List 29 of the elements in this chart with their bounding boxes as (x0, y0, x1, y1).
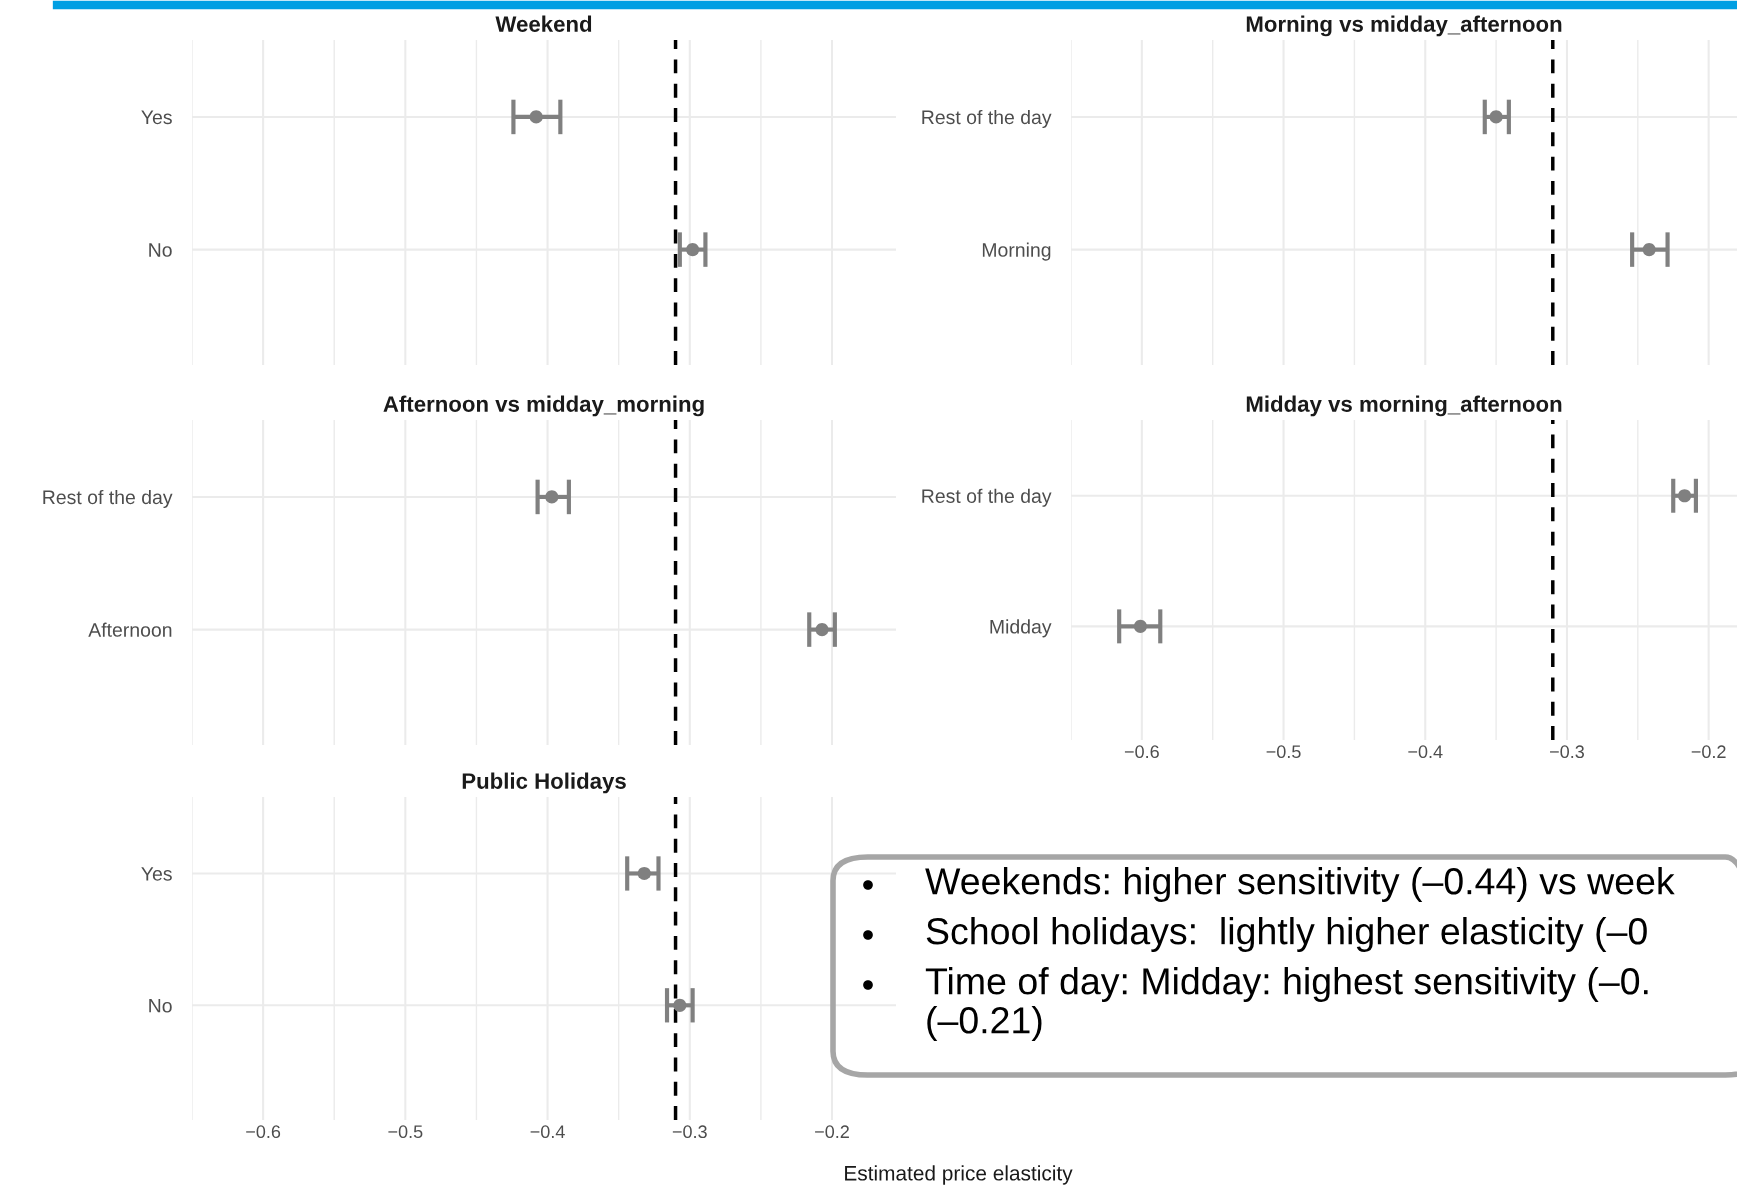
y-tick-label: Rest of the day (922, 488, 1052, 507)
x-tick-label: −0.5 (1266, 745, 1301, 759)
x-axis-title: Estimated price elasticity (845, 1165, 1073, 1185)
y-tick-label: Afternoon (88, 622, 172, 637)
chart-title: Public Holidays (462, 772, 626, 794)
y-tick-label: Rest of the day (922, 109, 1052, 129)
y-tick-label: Morning (982, 242, 1051, 261)
y-tick-label: No (149, 998, 172, 1013)
x-tick-label: −0.3 (672, 1125, 707, 1139)
y-tick-label: Midday (990, 619, 1052, 638)
chart-title: Afternoon vs midday_morning (383, 395, 704, 417)
x-tick-label: −0.6 (1124, 745, 1159, 759)
text: Weekends: higher sensitivity (–0.44) vs week (925, 867, 1675, 902)
x-tick-label: −0.3 (1550, 745, 1584, 759)
text: Time of day: Midday: highest sensitivity (–0. (–0.21) (925, 967, 1648, 1041)
y-tick-label: No (149, 243, 172, 257)
y-tick-label: Yes (141, 110, 172, 125)
x-tick-label: −0.4 (1408, 745, 1443, 759)
text: School holidays: lightly higher elasticity (–0 (926, 917, 1647, 952)
x-tick-label: −0.2 (1691, 745, 1726, 759)
x-tick-label: −0.5 (388, 1125, 423, 1139)
x-tick-label: −0.2 (815, 1125, 849, 1139)
y-tick-label: Yes (141, 867, 172, 881)
chart-title: Midday vs morning_afternoon (1246, 395, 1562, 417)
chart-title: Morning vs midday_afternoon (1246, 15, 1562, 37)
y-tick-label: Rest of the day (43, 489, 173, 509)
chart-title: Weekend (495, 15, 592, 32)
x-tick-label: −0.4 (530, 1125, 565, 1139)
x-tick-label: −0.6 (246, 1125, 281, 1139)
